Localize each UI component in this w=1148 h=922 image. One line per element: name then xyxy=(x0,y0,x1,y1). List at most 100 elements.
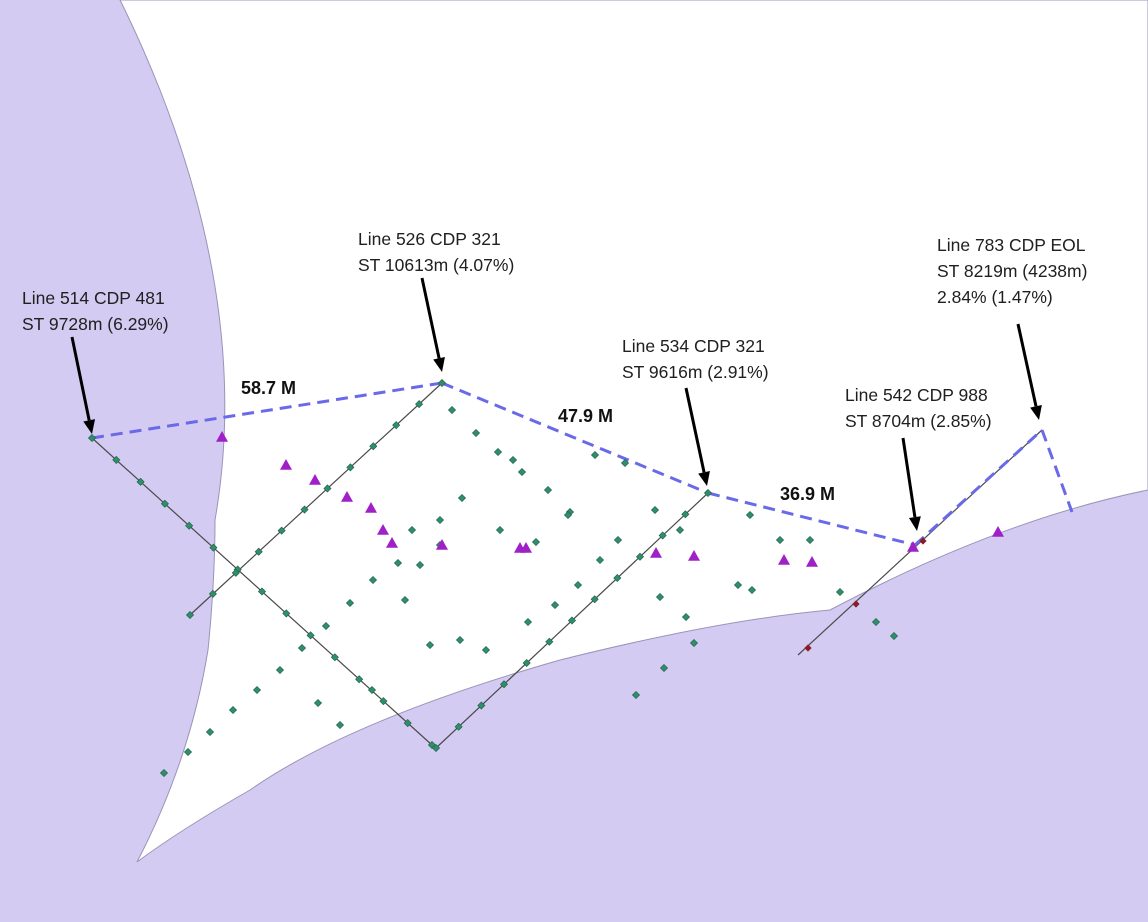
station-marker xyxy=(228,705,238,715)
station-marker xyxy=(499,680,509,689)
station-marker xyxy=(477,701,486,710)
land-area xyxy=(119,0,1148,863)
station-marker xyxy=(454,722,463,731)
callout-arrow-shaft xyxy=(1016,323,1038,407)
station-marker xyxy=(257,587,267,596)
station-marker xyxy=(590,595,599,604)
station-marker xyxy=(550,600,560,610)
station-marker xyxy=(745,510,755,520)
callout-526-line2: ST 10613m (4.07%) xyxy=(358,255,514,275)
station-marker xyxy=(493,447,503,457)
triangle-marker xyxy=(309,474,321,485)
station-marker xyxy=(805,535,815,545)
station-marker xyxy=(368,575,378,585)
station-marker xyxy=(481,645,491,655)
spacing-line xyxy=(913,428,1044,547)
distance-label-2: 47.9 M xyxy=(558,406,613,426)
station-marker xyxy=(355,675,364,684)
callout-526-line1: Line 526 CDP 321 xyxy=(358,229,501,249)
distance-label-3: 36.9 M xyxy=(780,484,835,504)
station-marker xyxy=(655,592,665,602)
station-marker xyxy=(613,573,622,583)
callout-526: Line 526 CDP 321 ST 10613m (4.07%) xyxy=(358,229,514,275)
station-marker xyxy=(543,485,553,495)
callout-arrow-head xyxy=(433,357,445,372)
station-marker xyxy=(297,643,307,653)
station-marker xyxy=(87,433,97,443)
station-marker xyxy=(159,768,169,778)
station-marker xyxy=(369,442,378,451)
station-marker xyxy=(330,653,339,662)
station-marker xyxy=(508,455,518,465)
station-marker xyxy=(573,580,583,590)
callout-542: Line 542 CDP 988 ST 8704m (2.85%) xyxy=(845,385,993,431)
callout-arrow-shaft xyxy=(420,277,441,359)
triangle-marker xyxy=(992,526,1004,537)
station-marker xyxy=(379,697,388,706)
station-marker xyxy=(403,719,412,728)
callout-542-line1: Line 542 CDP 988 xyxy=(845,385,988,405)
station-marker xyxy=(160,499,169,508)
station-marker xyxy=(658,531,667,540)
callout-arrow-shaft xyxy=(70,336,91,421)
station-marker xyxy=(455,635,465,645)
spacing-line xyxy=(441,381,709,495)
station-marker xyxy=(747,585,757,595)
callout-arrow-head xyxy=(1030,405,1042,420)
callout-783-line2: ST 8219m (4238m) xyxy=(937,261,1087,281)
station-marker xyxy=(495,525,505,535)
callout-783-line1: Line 783 CDP EOL xyxy=(937,235,1086,255)
callout-534-line1: Line 534 CDP 321 xyxy=(622,336,765,356)
station-marker xyxy=(631,690,641,700)
callout-arrow-head xyxy=(908,516,921,531)
station-marker xyxy=(595,555,605,565)
station-marker xyxy=(183,747,193,757)
station-marker xyxy=(523,617,533,627)
distance-label-1: 58.7 M xyxy=(241,378,296,398)
callout-534: Line 534 CDP 321 ST 9616m (2.91%) xyxy=(622,336,770,382)
triangle-marker xyxy=(341,491,353,502)
station-marker xyxy=(675,525,685,535)
station-marker xyxy=(321,621,331,631)
station-marker xyxy=(447,405,457,415)
triangle-marker xyxy=(688,550,700,561)
station-marker xyxy=(400,595,410,605)
station-marker xyxy=(437,378,447,388)
callout-514-line1: Line 514 CDP 481 xyxy=(22,288,165,308)
station-marker xyxy=(335,720,345,730)
station-marker xyxy=(415,560,425,570)
station-marker xyxy=(392,421,401,430)
station-marker xyxy=(703,488,713,498)
station-marker xyxy=(231,568,240,577)
station-marker xyxy=(306,631,315,640)
station-marker xyxy=(545,637,554,646)
station-marker-red xyxy=(919,537,927,545)
callout-arrow-shaft xyxy=(901,437,917,518)
station-marker xyxy=(393,558,403,568)
station-marker xyxy=(209,543,218,552)
callout-783: Line 783 CDP EOL ST 8219m (4238m) 2.84% … xyxy=(937,235,1092,307)
callout-542-line2: ST 8704m (2.85%) xyxy=(845,411,992,431)
station-marker xyxy=(323,484,332,493)
triangle-marker xyxy=(436,539,448,550)
stations xyxy=(87,378,927,778)
triangle-marker xyxy=(280,459,292,470)
station-marker xyxy=(254,547,263,556)
station-marker-red xyxy=(852,600,860,608)
station-marker xyxy=(531,537,541,547)
station-marker xyxy=(185,521,194,530)
triangle-marker xyxy=(650,547,662,558)
triangle-marker xyxy=(806,556,818,567)
triangle-marker xyxy=(778,554,790,565)
station-marker xyxy=(733,580,743,590)
spacing-line xyxy=(707,491,916,547)
station-marker xyxy=(313,698,323,708)
station-marker xyxy=(457,493,467,503)
callout-arrows xyxy=(70,277,1042,531)
spacing-line xyxy=(91,381,443,440)
station-marker xyxy=(277,526,286,535)
station-marker xyxy=(835,587,845,597)
callout-514: Line 514 CDP 481 ST 9728m (6.29%) xyxy=(22,288,170,334)
station-marker xyxy=(471,428,481,438)
